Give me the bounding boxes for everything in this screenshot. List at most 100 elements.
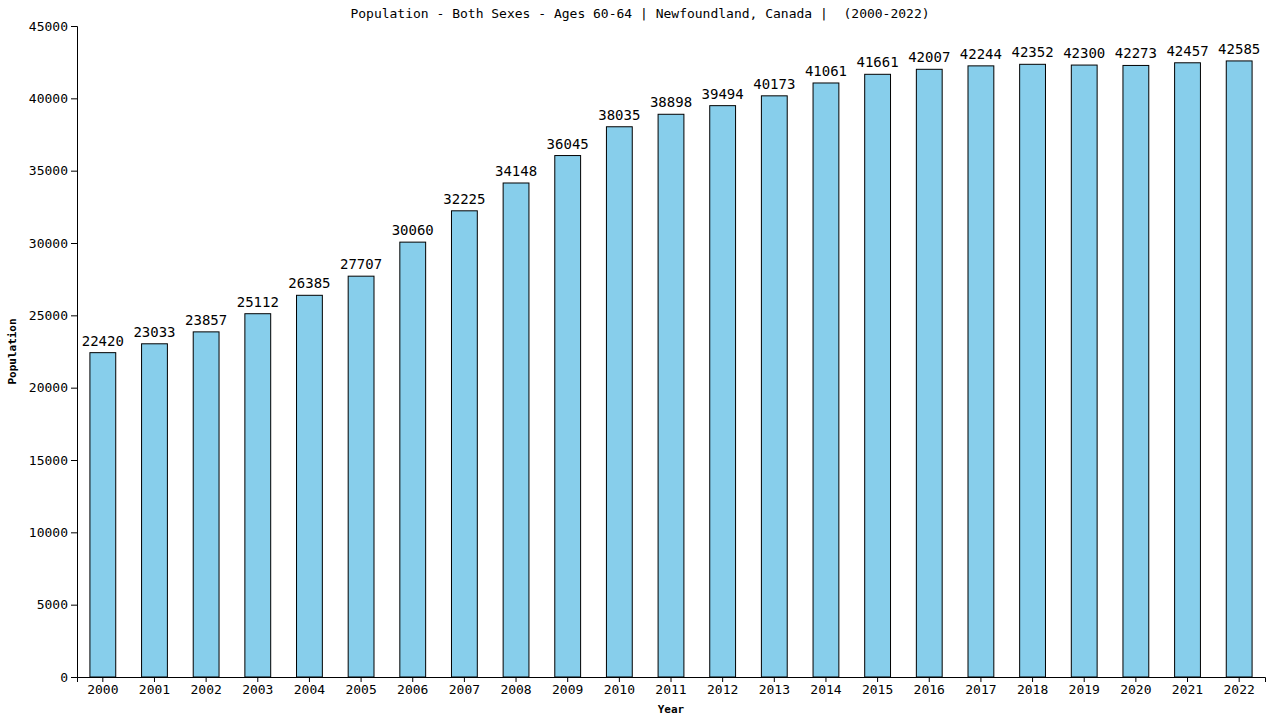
bar [1020, 64, 1046, 677]
tick: 5000 [37, 597, 77, 612]
tick-label: 5000 [37, 597, 68, 612]
bar [1175, 63, 1201, 677]
tick: 35000 [29, 163, 77, 178]
data-label: 42273 [1115, 45, 1157, 61]
tick: 45000 [29, 19, 77, 34]
tick: 2006 [397, 677, 428, 697]
tick-label: 2010 [604, 682, 635, 697]
tick: 2019 [1069, 677, 1100, 697]
bar [1071, 65, 1097, 677]
tick: 2004 [294, 677, 325, 697]
tick-mark [71, 605, 77, 606]
tick: 2017 [965, 677, 996, 697]
tick-label: 2012 [707, 682, 738, 697]
bar [710, 106, 736, 677]
data-label: 36045 [547, 136, 589, 152]
bar [193, 332, 219, 677]
tick: 2014 [810, 677, 841, 697]
data-label: 38035 [598, 107, 640, 123]
data-label: 22420 [82, 333, 124, 349]
tick: 2018 [1017, 677, 1048, 697]
tick: 2021 [1172, 677, 1203, 697]
y-axis: 0 5000 10000 15000 20000 25000 30000 35000 40000… [29, 19, 78, 685]
tick: 2000 [87, 677, 118, 697]
title: Population - Both Sexes - Ages 60-64 | N… [350, 6, 929, 21]
data-label: 27707 [340, 256, 382, 272]
tick-mark [71, 532, 77, 533]
tick-label: 45000 [29, 19, 68, 34]
y-axis-title: Population [6, 318, 19, 384]
tick-mark [71, 98, 77, 99]
tick-label: 2015 [862, 682, 893, 697]
tick: 2016 [914, 677, 945, 697]
tick-label: 25000 [29, 308, 68, 323]
tick: 2009 [552, 677, 583, 697]
bar [1123, 65, 1149, 677]
bar [916, 69, 942, 677]
bar [503, 183, 529, 677]
bar [245, 314, 271, 677]
bar [606, 127, 632, 677]
data-label: 42244 [960, 46, 1002, 62]
tick-label: 2006 [397, 682, 428, 697]
data-label: 40173 [753, 76, 795, 92]
tick-label: 20000 [29, 380, 68, 395]
tick: 2022 [1224, 677, 1255, 697]
data-label: 41061 [805, 63, 847, 79]
tick: 25000 [29, 308, 77, 323]
tick: 30000 [29, 236, 77, 251]
tick-label: 2007 [449, 682, 480, 697]
data-label: 42352 [1011, 44, 1053, 60]
tick-label: 2008 [500, 682, 531, 697]
bars [90, 61, 1252, 677]
tick: 2010 [604, 677, 635, 697]
data-label: 42585 [1218, 41, 1260, 57]
data-label: 30060 [392, 222, 434, 238]
tick-label: 2016 [914, 682, 945, 697]
tick: 40000 [29, 91, 77, 106]
bar [761, 96, 787, 677]
tick-label: 2004 [294, 682, 325, 697]
axis-line [71, 27, 78, 678]
data-label: 23033 [133, 324, 175, 340]
tick-label: 2000 [87, 682, 118, 697]
tick: 15000 [29, 453, 77, 468]
tick: 2012 [707, 677, 738, 697]
tick-label: 0 [60, 670, 68, 685]
tick-mark [71, 388, 77, 389]
data-label: 38898 [650, 94, 692, 110]
tick-label: 2009 [552, 682, 583, 697]
tick-label: 2020 [1120, 682, 1151, 697]
data-label: 34148 [495, 163, 537, 179]
tick: 2005 [345, 677, 376, 697]
bar [297, 295, 323, 677]
bar [400, 242, 426, 677]
tick: 2020 [1120, 677, 1151, 697]
tick-label: 2019 [1069, 682, 1100, 697]
data-label: 23857 [185, 312, 227, 328]
tick-label: 15000 [29, 453, 68, 468]
bar [813, 83, 839, 677]
tick: 2008 [500, 677, 531, 697]
tick-label: 30000 [29, 236, 68, 251]
tick: 2001 [139, 677, 170, 697]
tick-label: 2001 [139, 682, 170, 697]
bar [1226, 61, 1252, 677]
bar [555, 156, 581, 677]
bar [348, 276, 374, 677]
tick-label: 10000 [29, 525, 68, 540]
bar [658, 114, 684, 677]
tick: 10000 [29, 525, 77, 540]
tick-mark [71, 171, 77, 172]
tick: 2013 [759, 677, 790, 697]
tick: 2015 [862, 677, 893, 697]
tick-label: 2003 [242, 682, 273, 697]
bar [451, 211, 477, 677]
data-label: 39494 [702, 86, 744, 102]
tick-label: 2018 [1017, 682, 1048, 697]
plot: 0 5000 10000 15000 20000 25000 30000 35000 40000… [29, 19, 1266, 698]
bar [90, 353, 116, 677]
tick-label: 2021 [1172, 682, 1203, 697]
tick-label: 2013 [759, 682, 790, 697]
data-labels: 2242023033238572511226385277073006032225… [82, 41, 1261, 349]
